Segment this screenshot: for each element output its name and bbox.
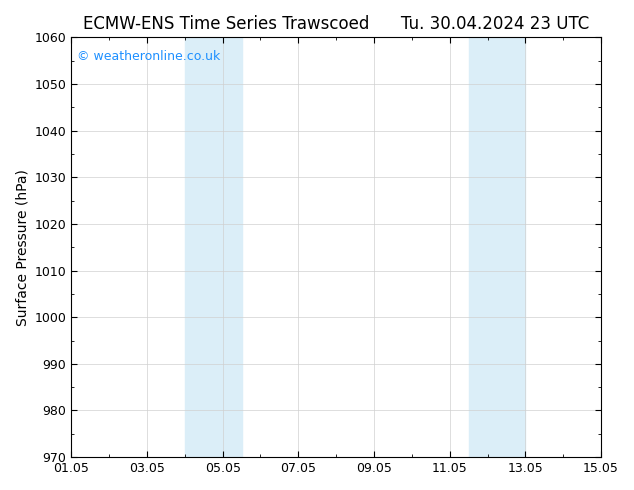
- Y-axis label: Surface Pressure (hPa): Surface Pressure (hPa): [15, 169, 29, 326]
- Bar: [223, 37, 242, 457]
- Title: ECMW-ENS Time Series Trawscoed      Tu. 30.04.2024 23 UTC: ECMW-ENS Time Series Trawscoed Tu. 30.04…: [83, 15, 589, 33]
- Bar: [185, 37, 223, 457]
- Bar: [488, 37, 526, 457]
- Text: © weatheronline.co.uk: © weatheronline.co.uk: [77, 50, 220, 63]
- Bar: [469, 37, 488, 457]
